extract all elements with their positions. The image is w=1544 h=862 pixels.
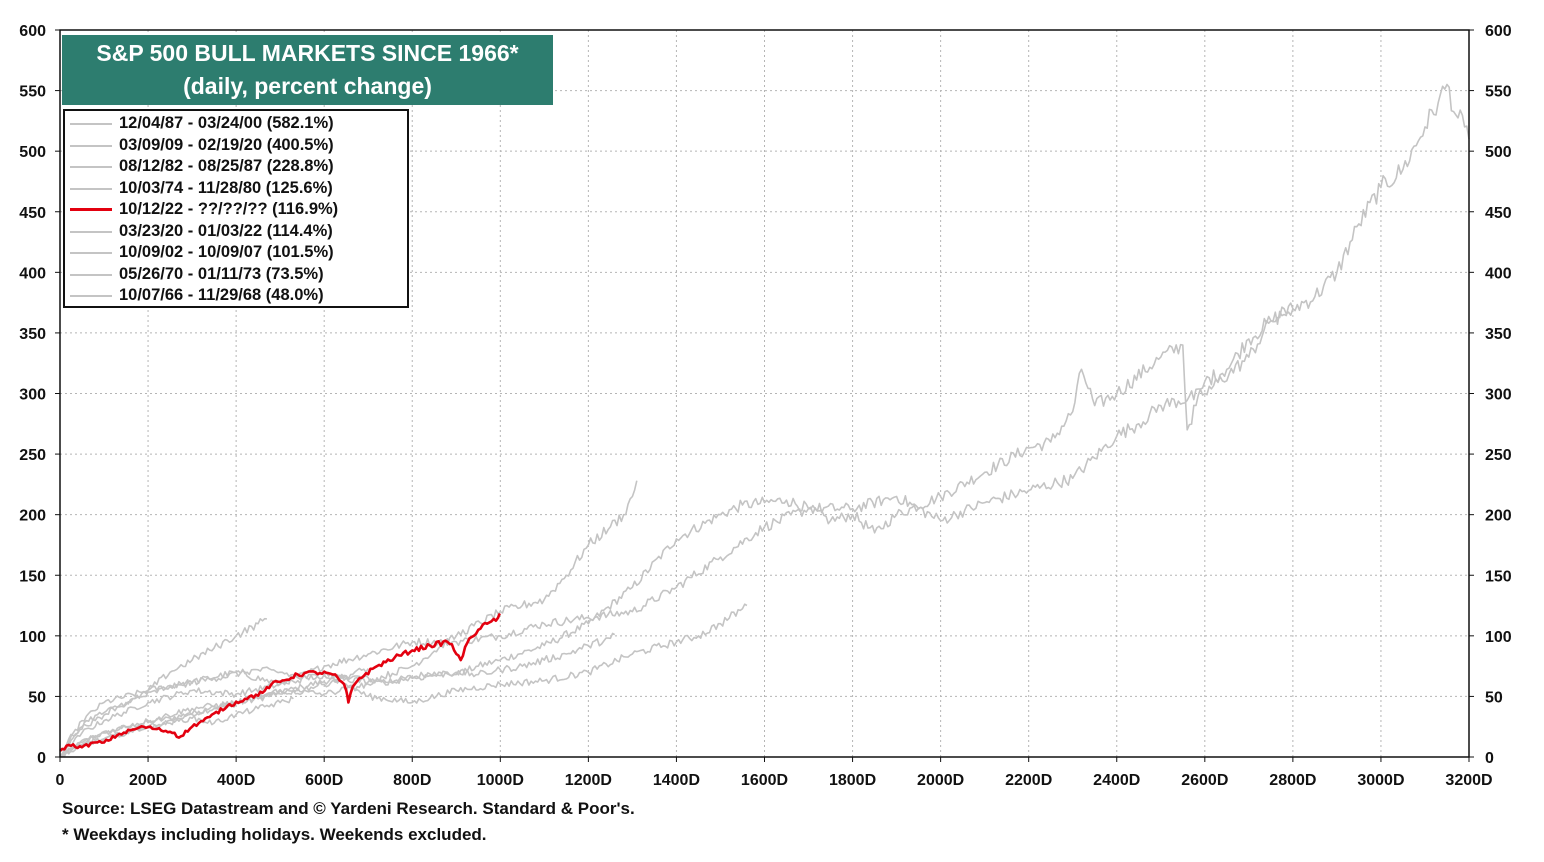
chart-title: S&P 500 BULL MARKETS SINCE 1966*	[96, 40, 519, 66]
x-tick-label: 0	[56, 772, 65, 789]
legend-swatch	[70, 252, 112, 254]
legend-swatch	[70, 230, 112, 233]
x-tick-label: 1600D	[741, 772, 788, 789]
legend-swatch	[70, 187, 112, 190]
y-tick-label-left: 450	[19, 205, 46, 222]
source-note: Source: LSEG Datastream and © Yardeni Re…	[62, 799, 635, 818]
legend-label: 10/12/22 - ??/??/?? (116.9%)	[119, 200, 339, 218]
x-tick-label: 1800D	[829, 772, 876, 789]
legend-label: 10/09/02 - 10/09/07 (101.5%)	[119, 243, 334, 261]
legend-item: 10/03/74 - 11/28/80 (125.6%)	[65, 178, 407, 200]
x-tick-label: 200D	[129, 772, 167, 789]
y-tick-label-right: 400	[1485, 265, 1512, 282]
legend-swatch	[70, 144, 112, 147]
series-line-past	[59, 83, 1470, 758]
x-tick-label: 2000D	[917, 772, 964, 789]
series-line-past	[59, 480, 638, 758]
x-tick-label: 2400D	[1093, 772, 1140, 789]
legend-label: 05/26/70 - 01/11/73 (73.5%)	[119, 264, 324, 283]
x-tick-label: 1000D	[477, 772, 524, 789]
x-tick-label: 2800D	[1269, 772, 1316, 789]
legend-label: 08/12/82 - 08/25/87 (228.8%)	[119, 157, 334, 175]
y-tick-label-right: 450	[1485, 205, 1512, 222]
y-tick-label-right: 150	[1485, 568, 1512, 585]
legend-item: 12/04/87 - 03/24/00 (582.1%)	[65, 113, 407, 135]
legend-item: 10/12/22 - ??/??/?? (116.9%)	[65, 199, 407, 221]
series-line-past	[59, 603, 748, 758]
legend-swatch	[70, 166, 112, 168]
y-tick-label-right: 0	[1485, 750, 1494, 767]
legend-swatch	[70, 208, 112, 211]
tick-labels: 0 200D 400D 600D 800D 1000D 1200D 1400D 1600D 180…	[19, 23, 1512, 789]
series-line-current	[59, 613, 501, 752]
legend-label: 03/09/09 - 02/19/20 (400.5%)	[119, 135, 334, 154]
y-tick-label-left: 500	[19, 144, 46, 161]
x-tick-label: 2600D	[1181, 772, 1228, 789]
axes	[55, 29, 1474, 762]
legend-item: 03/09/09 - 02/19/20 (400.5%)	[65, 135, 407, 157]
legend-item: 08/12/82 - 08/25/87 (228.8%)	[65, 156, 407, 178]
series-lines	[59, 83, 1470, 758]
y-tick-label-right: 100	[1485, 629, 1512, 646]
chart-subtitle: (daily, percent change)	[183, 73, 432, 99]
series-line-past	[59, 306, 1294, 758]
y-tick-label-right: 350	[1485, 326, 1512, 343]
y-tick-label-left: 200	[19, 508, 46, 525]
legend-label: 10/03/74 - 11/28/80 (125.6%)	[119, 178, 333, 197]
legend-swatch	[70, 273, 112, 276]
series-line-past	[59, 617, 267, 758]
x-tick-label: 400D	[217, 772, 255, 789]
legend-label: 10/07/66 - 11/29/68 (48.0%)	[119, 286, 324, 304]
y-tick-label-left: 400	[19, 265, 46, 282]
legend-item: 03/23/20 - 01/03/22 (114.4%)	[65, 221, 407, 243]
series-line-past	[59, 667, 369, 758]
y-tick-label-left: 0	[37, 750, 46, 767]
legend-label: 12/04/87 - 03/24/00 (582.1%)	[119, 114, 334, 132]
y-tick-label-right: 300	[1485, 387, 1512, 404]
x-tick-label: 3200D	[1445, 772, 1492, 789]
y-tick-label-left: 100	[19, 629, 46, 646]
x-tick-label: 3000D	[1357, 772, 1404, 789]
x-tick-label: 1400D	[653, 772, 700, 789]
x-tick-label: 1200D	[565, 772, 612, 789]
x-tick-label: 800D	[393, 772, 431, 789]
y-tick-label-right: 500	[1485, 144, 1512, 161]
y-tick-label-right: 250	[1485, 447, 1512, 464]
legend-item: 10/09/02 - 10/09/07 (101.5%)	[65, 242, 407, 264]
chart-legend: 12/04/87 - 03/24/00 (582.1%) 03/09/09 - 0…	[63, 109, 409, 308]
y-tick-label-left: 550	[19, 84, 46, 101]
weekday-footnote: * Weekdays including holidays. Weekends …	[62, 825, 487, 844]
series-line-past	[59, 632, 616, 758]
legend-swatch	[70, 123, 112, 125]
y-tick-label-left: 150	[19, 568, 46, 585]
y-tick-label-left: 350	[19, 326, 46, 343]
chart-title-box: S&P 500 BULL MARKETS SINCE 1966* (daily,…	[62, 35, 553, 105]
y-tick-label-right: 600	[1485, 23, 1512, 40]
y-tick-label-left: 50	[28, 689, 46, 706]
legend-swatch	[70, 295, 112, 297]
legend-item: 05/26/70 - 01/11/73 (73.5%)	[65, 264, 407, 286]
y-tick-label-right: 550	[1485, 84, 1512, 101]
x-tick-label: 600D	[305, 772, 343, 789]
y-tick-label-right: 50	[1485, 689, 1503, 706]
x-tick-label: 2200D	[1005, 772, 1052, 789]
y-tick-label-left: 600	[19, 23, 46, 40]
y-tick-label-right: 200	[1485, 508, 1512, 525]
legend-item: 10/07/66 - 11/29/68 (48.0%)	[65, 285, 407, 307]
legend-label: 03/23/20 - 01/03/22 (114.4%)	[119, 221, 333, 240]
y-tick-label-left: 250	[19, 447, 46, 464]
y-tick-label-left: 300	[19, 387, 46, 404]
